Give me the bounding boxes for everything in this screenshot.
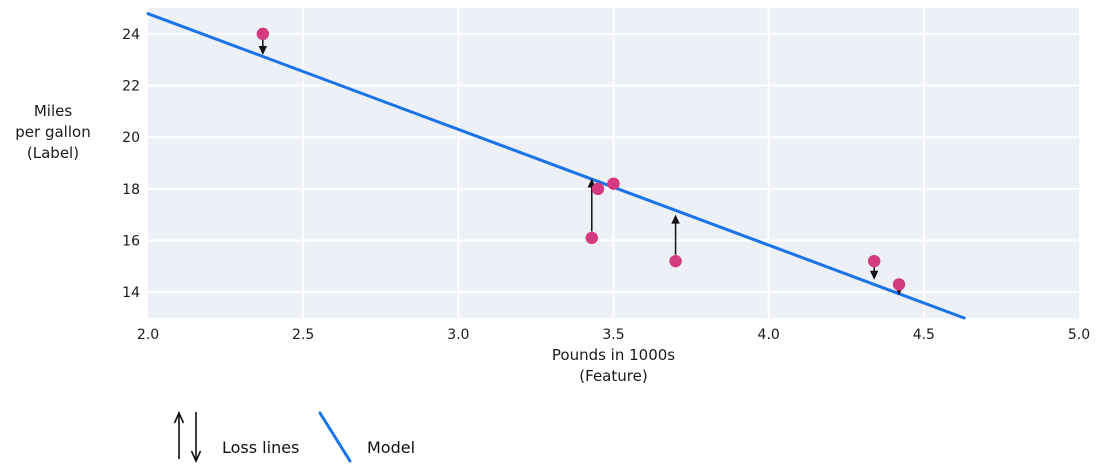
data-point	[607, 177, 620, 190]
y-tick-label: 24	[122, 27, 140, 43]
scatter-plot: 14 16 18 20 22 24 2.0 2.5 3.0 3.5 4.0 4.5 5.0	[122, 8, 1090, 343]
y-tick-label: 20	[122, 130, 140, 146]
data-point	[892, 278, 906, 291]
data-point	[669, 254, 682, 268]
x-tick-label: 5.0	[1068, 327, 1090, 343]
x-tick-label: 2.0	[137, 327, 159, 343]
legend-model-label: Model	[367, 438, 416, 457]
legend-loss-lines-label: Loss lines	[222, 438, 300, 457]
loss-arrow-head	[869, 270, 879, 280]
y-tick-label: 22	[122, 79, 140, 95]
legend-model-line-icon	[318, 411, 352, 463]
data-point	[591, 182, 605, 196]
x-tick-label: 3.5	[602, 327, 624, 343]
x-tick-label: 4.0	[758, 327, 780, 343]
y-tick-label: 16	[122, 234, 140, 250]
loss-arrow-head	[258, 46, 268, 56]
data-point	[585, 231, 598, 245]
data-point	[867, 254, 881, 268]
data-point	[256, 27, 270, 41]
loss-arrow-head	[671, 214, 680, 224]
x-tick-label: 3.0	[447, 327, 469, 343]
x-axis-label: Pounds in 1000s (Feature)	[551, 346, 676, 385]
model-line	[146, 12, 966, 320]
x-tick-label: 4.5	[913, 327, 935, 343]
loss-lines-arrows-icon	[173, 411, 202, 463]
y-tick-label: 18	[122, 182, 140, 198]
y-tick-label: 14	[122, 285, 140, 301]
x-tick-label: 2.5	[292, 327, 314, 343]
y-axis-label: Miles per gallon (Label)	[15, 102, 91, 162]
